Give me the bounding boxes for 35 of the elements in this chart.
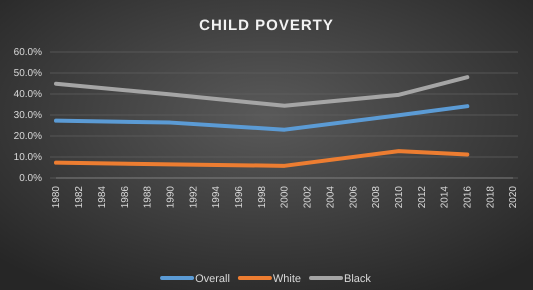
x-tick-label: 1984 [96, 186, 108, 208]
x-tick-label: 1988 [142, 186, 154, 208]
legend-label: Overall [195, 273, 230, 285]
x-tick-label: 2008 [371, 186, 382, 208]
legend-label: White [272, 273, 302, 285]
x-tick-label: 2012 [416, 186, 428, 208]
x-tick-label: 1982 [74, 186, 86, 208]
x-tick-label: 2010 [394, 186, 405, 208]
x-tick-label: 1992 [188, 186, 200, 208]
x-tick-label: 1994 [211, 186, 222, 208]
x-tick-label: 2002 [302, 186, 314, 208]
x-tick-label: 2018 [485, 186, 496, 208]
x-tick-label: 2016 [462, 186, 474, 208]
x-tick-label: 1990 [165, 186, 176, 208]
x-tick-label: 2004 [325, 186, 336, 208]
x-tick-label: 1986 [120, 186, 131, 208]
x-tick-label: 2014 [440, 186, 451, 208]
legend-label: Black [344, 273, 372, 285]
x-tick-label: 1998 [256, 186, 268, 208]
y-tick-label: 10.0% [14, 152, 42, 164]
line-series [54, 75, 470, 108]
y-tick-label: 0.0% [19, 173, 42, 184]
chart-title: CHILD POVERTY [199, 17, 334, 34]
x-tick-label: 1996 [234, 186, 245, 208]
y-tick-label: 50.0% [14, 68, 42, 80]
x-tick-label: 2020 [508, 186, 520, 208]
y-tick-label: 30.0% [14, 110, 42, 122]
x-tick-label: 1980 [51, 186, 62, 208]
y-tick-label: 60.0% [14, 47, 42, 58]
y-tick-label: 40.0% [14, 89, 42, 100]
x-tick-label: 2006 [348, 186, 360, 208]
x-tick-label: 2000 [280, 186, 291, 208]
y-tick-label: 20.0% [14, 131, 42, 142]
line-series [54, 104, 470, 132]
line-series [54, 149, 470, 168]
